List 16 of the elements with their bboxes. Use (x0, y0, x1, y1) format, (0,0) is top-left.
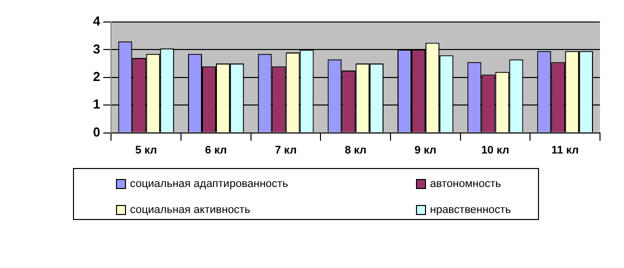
y-tick-label: 4 (92, 14, 101, 29)
x-tick-label: 11 кл (551, 144, 579, 156)
legend-label: социальная адаптированность (130, 178, 288, 190)
y-tick-label: 1 (92, 96, 100, 112)
x-tick-label: 6 кл (205, 144, 227, 156)
x-tick-label: 10 кл (481, 144, 510, 156)
x-tick-label: 5 кл (135, 144, 158, 156)
x-tick-label: 9 кл (414, 144, 436, 156)
x-tick-label: 8 кл (344, 144, 367, 156)
y-tick-label: 0 (92, 124, 100, 140)
x-tick-label: 7 кл (274, 144, 297, 156)
legend-label: социальная активность (130, 204, 250, 216)
y-tick-label: 3 (92, 41, 100, 56)
legend-label: нравственность (430, 204, 511, 216)
legend-label: автономность (430, 178, 501, 190)
y-tick-label: 2 (92, 68, 100, 84)
